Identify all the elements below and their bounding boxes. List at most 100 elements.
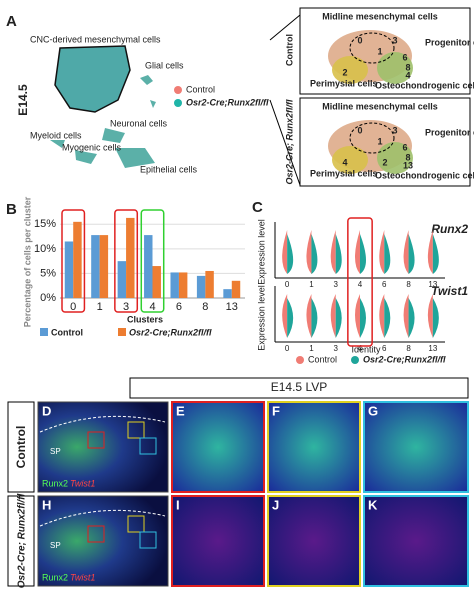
stain-label: Runx2 [42,572,68,582]
inset-label: Midline mesenchymal cells [322,101,438,111]
x-tick-label: 4 [358,344,363,353]
stain-label: Twist1 [70,478,95,488]
umap-cluster [377,52,413,84]
micrograph [171,495,265,587]
legend-label: Osr2-Cre;Runx2fl/fl [186,97,269,107]
cluster-number: 1 [377,136,382,146]
highlight-box [140,209,165,313]
violin [330,230,336,274]
roi-box [127,421,145,439]
roi-box [127,515,145,533]
violin [355,230,360,274]
bar [223,289,232,298]
micrograph [267,401,361,493]
connector [269,99,301,186]
legend-swatch [40,328,48,336]
umap-cluster [349,32,395,64]
region-label: SP [50,447,61,456]
panel-label: I [176,497,180,512]
umap-label: CNC-derived mesenchymal cells [30,34,161,44]
violin [360,298,366,338]
violin [408,234,415,274]
stain-label: Twist1 [70,572,95,582]
bar [170,272,179,298]
cluster-number: 8 [405,62,410,72]
cluster-number: 4 [342,157,347,167]
violin [403,294,409,338]
x-tick-label: 0 [70,301,76,313]
title-box [129,377,469,399]
umap-cluster [54,45,131,113]
tissue-outline [39,415,166,433]
legend-swatch [118,328,126,336]
x-tick-label: 3 [333,280,338,289]
inset-label: Osteochondrogenic cells [375,170,474,180]
bar [126,217,135,298]
bar [196,275,206,298]
umap-label: Neuronal cells [110,118,168,128]
panel-label: J [272,497,279,512]
legend-swatch [174,86,182,94]
violin [384,234,391,274]
x-tick-label: 4 [358,280,363,289]
violin [335,234,342,274]
umap-cluster [332,146,368,174]
cluster-number: 0 [357,125,362,135]
micrograph [267,495,361,587]
legend-label: Control [51,327,83,337]
legend-label: Osr2-Cre;Runx2fl/fl [363,354,446,364]
cluster-number: 0 [357,35,362,45]
umap-label: Epithelial cells [140,164,198,174]
umap-cluster [332,56,368,84]
x-tick-label: 6 [176,301,182,313]
y-tick-label: 15% [34,218,56,230]
bar [152,266,161,298]
inset-condition: Control [284,34,294,66]
bar [91,235,100,298]
x-tick-label: 4 [149,301,155,313]
roi-box [87,525,105,543]
x-tick-label: 6 [382,344,387,353]
x-tick-label: 1 [309,344,314,353]
violin [360,234,366,274]
violin [311,234,318,274]
connector [269,14,301,41]
roi-box [87,431,105,449]
violin [306,294,312,338]
umap-cluster [50,75,156,168]
row-box [7,495,35,587]
violin [408,298,415,338]
y-tick-label: 10% [34,243,56,255]
x-tick-label: 1 [97,301,103,313]
bar [178,272,188,298]
cluster-number: 2 [382,157,387,167]
inset-label: Perimysial cells [310,168,378,178]
legend-label: Control [308,354,337,364]
roi-box [139,531,157,549]
umap-label: Myeloid cells [30,130,82,140]
inset-label: Perimysial cells [310,78,378,88]
stain-label: Runx2 [42,478,68,488]
panel-label: F [272,403,280,418]
x-tick-label: 13 [428,344,437,353]
cluster-number: 6 [402,52,407,62]
violin [306,230,312,274]
violin [355,294,360,338]
violin [384,298,391,338]
umap-cluster [377,142,413,174]
roi-box [139,437,157,455]
umap-label: Myogenic cells [62,142,122,152]
inset-box [299,7,471,95]
x-axis-label: Clusters [127,314,163,324]
highlight-box [61,209,86,313]
violin [403,230,409,274]
row-box [7,401,35,493]
legend-swatch [351,356,359,364]
x-tick-label: 13 [226,301,238,313]
panel-label: K [368,497,378,512]
micrograph [363,495,469,587]
bar [64,241,74,298]
y-tick-label: 0% [40,292,56,304]
violin [282,230,288,274]
